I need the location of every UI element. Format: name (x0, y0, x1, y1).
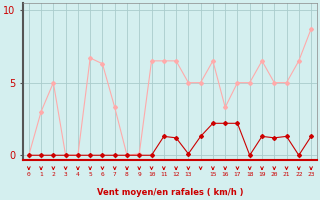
X-axis label: Vent moyen/en rafales ( km/h ): Vent moyen/en rafales ( km/h ) (97, 188, 243, 197)
